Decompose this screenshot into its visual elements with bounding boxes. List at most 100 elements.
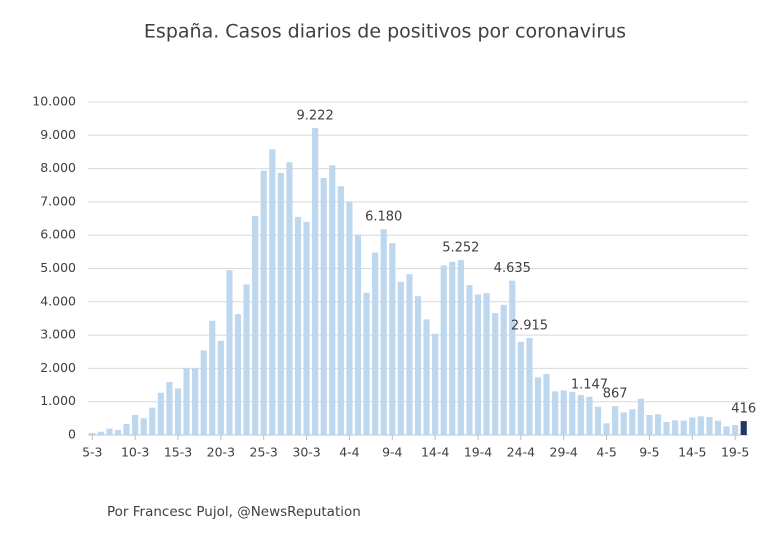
data-label: 2.915 [511, 318, 548, 333]
bar [534, 377, 542, 435]
bar [132, 415, 139, 435]
x-tick-label: 20-3 [207, 445, 235, 460]
bar [629, 409, 636, 435]
bar [672, 420, 679, 435]
bar [637, 398, 644, 435]
bar [226, 270, 233, 435]
bar [277, 172, 284, 435]
bar [114, 430, 122, 435]
bar [192, 368, 199, 435]
bar [423, 319, 430, 435]
bar [312, 127, 319, 435]
bar [363, 292, 370, 435]
y-tick-label: 5.000 [40, 260, 76, 275]
bar [500, 304, 507, 435]
bar [474, 294, 482, 435]
x-tick-label: 9-4 [382, 445, 402, 460]
bar [560, 390, 567, 435]
bar [252, 215, 259, 435]
y-tick-label: 9.000 [40, 127, 76, 142]
bar [706, 417, 713, 435]
x-tick-label: 10-3 [121, 445, 149, 460]
bar [200, 350, 207, 435]
bar [149, 407, 156, 435]
bar [217, 340, 224, 435]
bar [354, 234, 362, 435]
bar [723, 426, 730, 435]
x-tick-label: 24-4 [507, 445, 535, 460]
y-tick-label: 4.000 [40, 293, 76, 308]
bar [157, 392, 164, 435]
y-tick-label: 7.000 [40, 193, 76, 208]
bar [337, 186, 344, 435]
x-tick-label: 29-4 [550, 445, 578, 460]
bar [286, 162, 293, 435]
bar [654, 414, 662, 435]
bar [492, 313, 499, 435]
bar [106, 428, 113, 435]
bar [663, 422, 670, 435]
bar [406, 274, 413, 435]
bar [646, 415, 653, 435]
x-tick-label: 19-4 [464, 445, 492, 460]
bar [612, 406, 619, 435]
bar [209, 320, 216, 435]
data-label: 1.147 [571, 377, 608, 392]
x-tick-label: 15-3 [164, 445, 192, 460]
bar [234, 314, 242, 435]
data-label: 4.635 [494, 261, 531, 276]
data-label: 6.180 [365, 210, 402, 225]
bar [543, 374, 550, 435]
y-tick-label: 6.000 [40, 227, 76, 242]
bar [586, 396, 593, 435]
bar [680, 420, 687, 435]
x-tick-label: 4-5 [596, 445, 616, 460]
y-tick-label: 1.000 [40, 393, 76, 408]
bar [509, 280, 516, 435]
y-tick-label: 0 [68, 427, 76, 442]
bar [689, 417, 696, 435]
bar [397, 281, 404, 435]
bar [577, 395, 584, 435]
bar [260, 170, 267, 435]
x-tick-label: 14-5 [678, 445, 706, 460]
bar [174, 388, 182, 435]
bar [457, 260, 464, 435]
bar [243, 284, 250, 435]
chart-title: España. Casos diarios de positivos por c… [144, 21, 626, 43]
data-label: 9.222 [297, 108, 334, 123]
footer: Por Francesc Pujol, @NewsReputation [107, 504, 361, 520]
x-tick-label: 5-3 [82, 445, 102, 460]
x-tick-label: 25-3 [250, 445, 278, 460]
bar [380, 229, 387, 435]
data-label: 416 [731, 402, 756, 417]
bar [89, 433, 96, 435]
bar [740, 421, 747, 435]
bar [732, 425, 739, 435]
bar [714, 420, 722, 435]
bar [449, 261, 456, 435]
bar [440, 265, 447, 435]
x-tick-label: 30-3 [292, 445, 320, 460]
bar [269, 149, 276, 435]
bar [346, 201, 353, 435]
bar [517, 341, 524, 435]
bar [594, 406, 602, 435]
bar [389, 243, 396, 435]
bar [140, 418, 147, 435]
bar [329, 165, 336, 435]
x-tick-label: 4-4 [339, 445, 359, 460]
x-tick-label: 14-4 [421, 445, 449, 460]
bar [483, 293, 490, 435]
y-tick-label: 8.000 [40, 160, 76, 175]
bar [620, 412, 627, 435]
bar [552, 391, 559, 435]
y-tick-label: 3.000 [40, 327, 76, 342]
bar [320, 177, 327, 435]
bar [372, 252, 379, 435]
bar [569, 391, 576, 435]
bar [183, 368, 190, 435]
bar [432, 333, 439, 435]
